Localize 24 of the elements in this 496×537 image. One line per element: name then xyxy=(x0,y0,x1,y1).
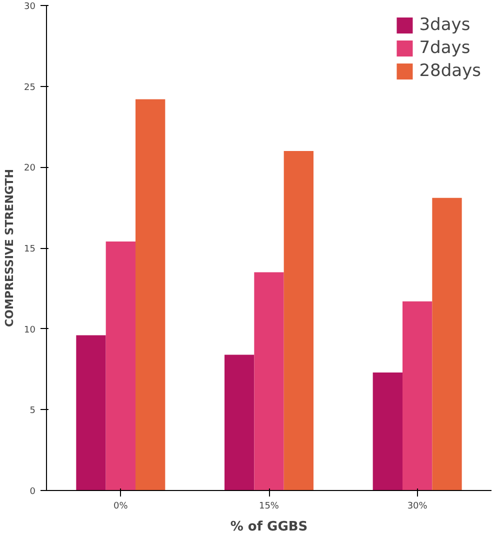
x-tick-label: 15% xyxy=(259,502,280,512)
y-tick-label: 10 xyxy=(24,325,36,336)
bar xyxy=(254,272,284,490)
bar xyxy=(136,99,166,490)
y-tick-label: 25 xyxy=(24,82,36,93)
x-tick-label: 0% xyxy=(114,502,128,512)
bar xyxy=(76,335,106,490)
bar xyxy=(372,372,402,490)
legend-label: 28days xyxy=(419,61,481,81)
y-tick-label: 0 xyxy=(30,487,36,497)
bar xyxy=(432,198,462,490)
bar xyxy=(284,151,314,490)
bar xyxy=(402,301,432,490)
legend-label: 7days xyxy=(419,38,470,58)
y-axis-title: COMPRESSIVE STRENGTH xyxy=(3,169,16,327)
y-tick-label: 5 xyxy=(30,406,36,416)
y-tick-label: 30 xyxy=(24,2,36,12)
x-axis-title: % of GGBS xyxy=(230,520,308,534)
y-tick-label: 15 xyxy=(24,244,36,254)
legend-label: 3days xyxy=(419,15,470,35)
bar xyxy=(224,354,254,490)
y-tick-label: 20 xyxy=(24,164,36,174)
x-tick-label: 30% xyxy=(407,502,428,512)
bar xyxy=(106,242,136,490)
